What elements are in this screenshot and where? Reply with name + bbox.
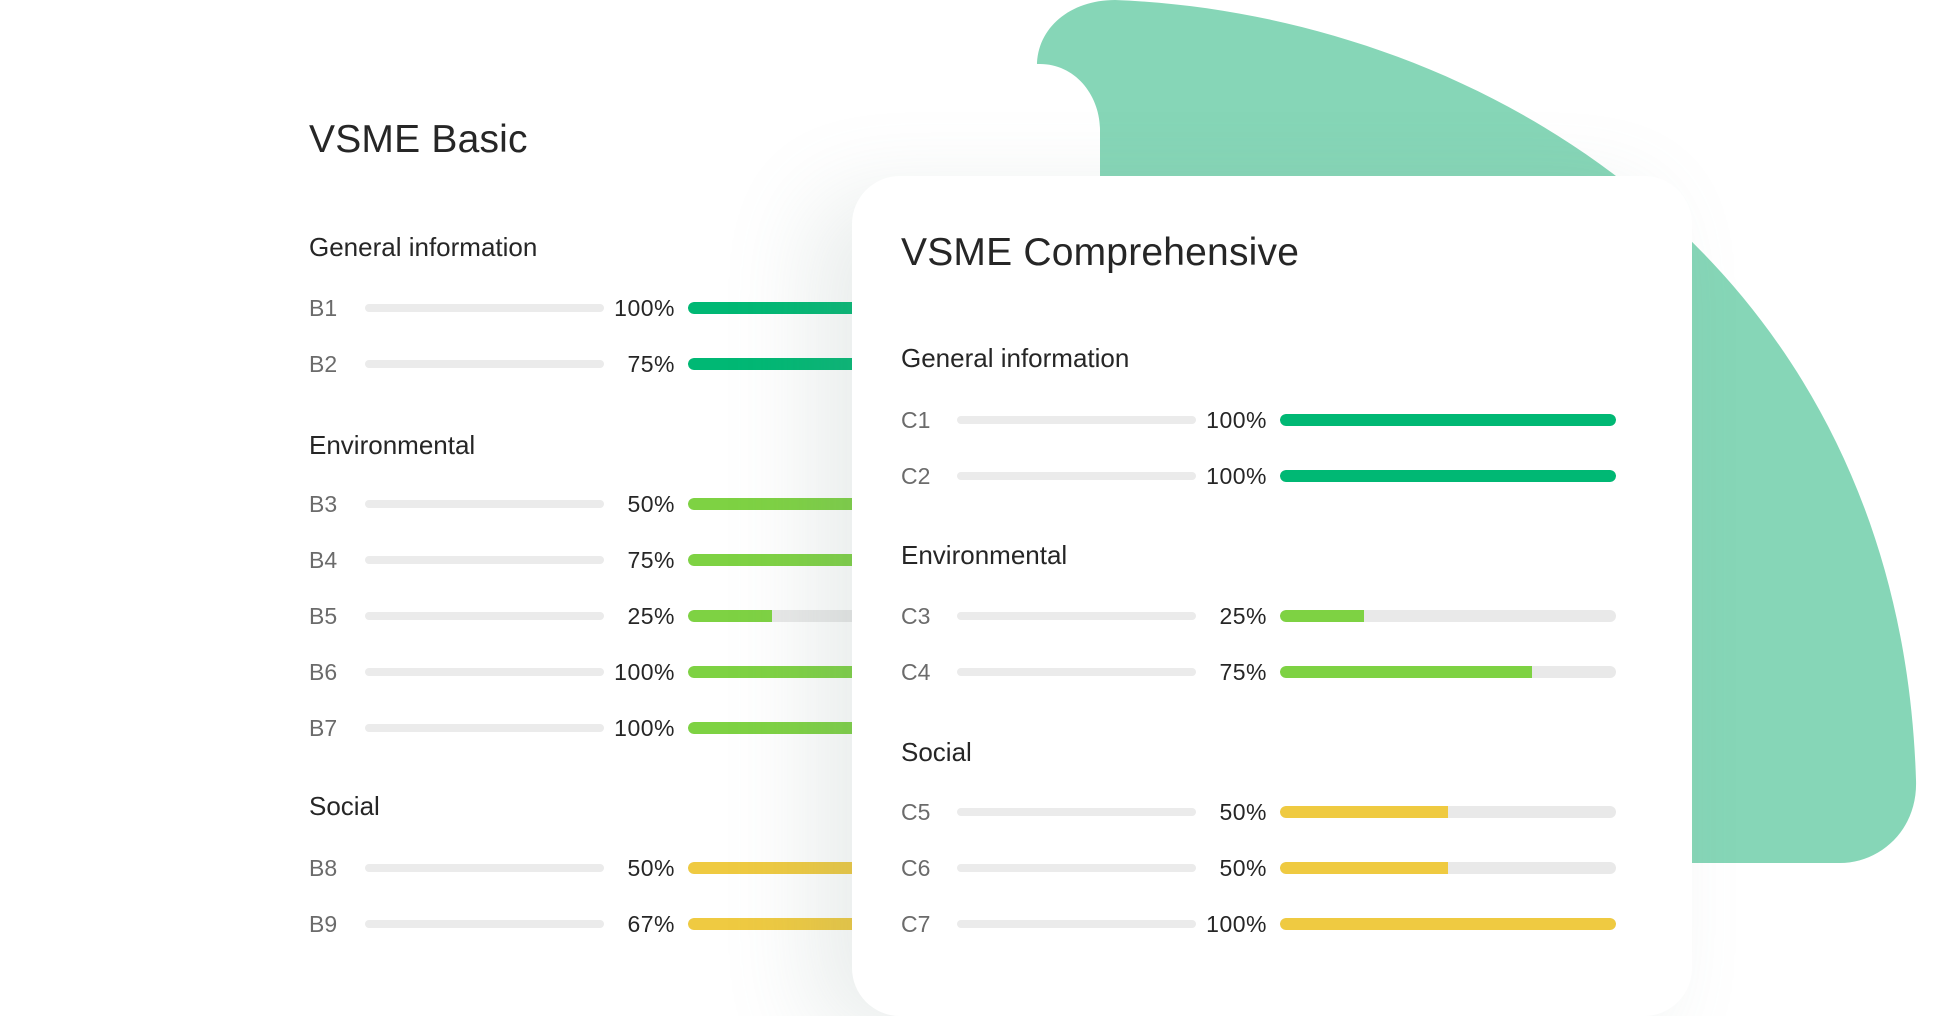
row-code: B6 — [309, 659, 338, 685]
comprehensive-row-c5: C5 50% — [901, 797, 1701, 827]
placeholder-track — [365, 556, 604, 564]
vsme-comprehensive-card: VSME Comprehensive General information C… — [852, 176, 1692, 1016]
row-code: C2 — [901, 463, 931, 489]
progress-fill — [688, 610, 772, 622]
row-percent: 100% — [1206, 463, 1267, 489]
row-percent: 25% — [627, 603, 675, 629]
progress-bar — [1280, 806, 1616, 818]
progress-fill — [1280, 414, 1616, 426]
placeholder-track — [365, 668, 604, 676]
placeholder-track — [957, 668, 1196, 676]
placeholder-track — [365, 864, 604, 872]
comprehensive-row-c3: C3 25% — [901, 601, 1701, 631]
row-percent: 50% — [1219, 855, 1267, 881]
placeholder-track — [365, 724, 604, 732]
progress-fill — [1280, 862, 1448, 874]
progress-fill — [1280, 610, 1364, 622]
placeholder-track — [957, 808, 1196, 816]
progress-bar — [1280, 470, 1616, 482]
progress-bar — [1280, 610, 1616, 622]
progress-fill — [1280, 918, 1616, 930]
comprehensive-row-c2: C2 100% — [901, 461, 1701, 491]
row-code: B2 — [309, 351, 338, 377]
row-percent: 50% — [627, 855, 675, 881]
placeholder-track — [365, 920, 604, 928]
comprehensive-title: VSME Comprehensive — [901, 231, 1300, 274]
basic-section-general: General information — [309, 232, 538, 262]
row-code: C7 — [901, 911, 931, 937]
row-percent: 100% — [614, 659, 675, 685]
progress-fill — [1280, 666, 1532, 678]
basic-section-environmental: Environmental — [309, 430, 476, 460]
row-percent: 50% — [627, 491, 675, 517]
row-percent: 50% — [1219, 799, 1267, 825]
placeholder-track — [957, 920, 1196, 928]
comprehensive-row-c4: C4 75% — [901, 657, 1701, 687]
progress-fill — [688, 862, 856, 874]
row-percent: 75% — [627, 547, 675, 573]
progress-bar — [1280, 862, 1616, 874]
row-code: B3 — [309, 491, 338, 517]
row-code: C4 — [901, 659, 931, 685]
row-percent: 25% — [1219, 603, 1267, 629]
row-percent: 75% — [1219, 659, 1267, 685]
row-code: B8 — [309, 855, 338, 881]
row-code: B9 — [309, 911, 338, 937]
row-code: B4 — [309, 547, 338, 573]
row-code: B7 — [309, 715, 338, 741]
comprehensive-section-environmental: Environmental — [901, 540, 1068, 570]
row-percent: 100% — [614, 295, 675, 321]
row-code: C5 — [901, 799, 931, 825]
placeholder-track — [365, 304, 604, 312]
comprehensive-section-general: General information — [901, 343, 1130, 373]
basic-title: VSME Basic — [309, 118, 528, 161]
row-percent: 67% — [627, 911, 675, 937]
placeholder-track — [365, 612, 604, 620]
row-code: C1 — [901, 407, 931, 433]
progress-fill — [688, 498, 856, 510]
placeholder-track — [957, 472, 1196, 480]
comprehensive-row-c7: C7 100% — [901, 909, 1701, 939]
row-percent: 100% — [614, 715, 675, 741]
placeholder-track — [957, 864, 1196, 872]
placeholder-track — [957, 416, 1196, 424]
row-code: B1 — [309, 295, 338, 321]
row-percent: 100% — [1206, 911, 1267, 937]
placeholder-track — [365, 360, 604, 368]
comprehensive-section-social: Social — [901, 737, 972, 767]
row-code: B5 — [309, 603, 338, 629]
progress-bar — [1280, 918, 1616, 930]
progress-bar — [1280, 414, 1616, 426]
placeholder-track — [957, 612, 1196, 620]
progress-bar — [1280, 666, 1616, 678]
row-code: C6 — [901, 855, 931, 881]
row-percent: 100% — [1206, 407, 1267, 433]
comprehensive-row-c6: C6 50% — [901, 853, 1701, 883]
progress-fill — [1280, 470, 1616, 482]
comprehensive-row-c1: C1 100% — [901, 405, 1701, 435]
row-percent: 75% — [627, 351, 675, 377]
row-code: C3 — [901, 603, 931, 629]
placeholder-track — [365, 500, 604, 508]
basic-section-social: Social — [309, 791, 380, 821]
progress-fill — [1280, 806, 1448, 818]
